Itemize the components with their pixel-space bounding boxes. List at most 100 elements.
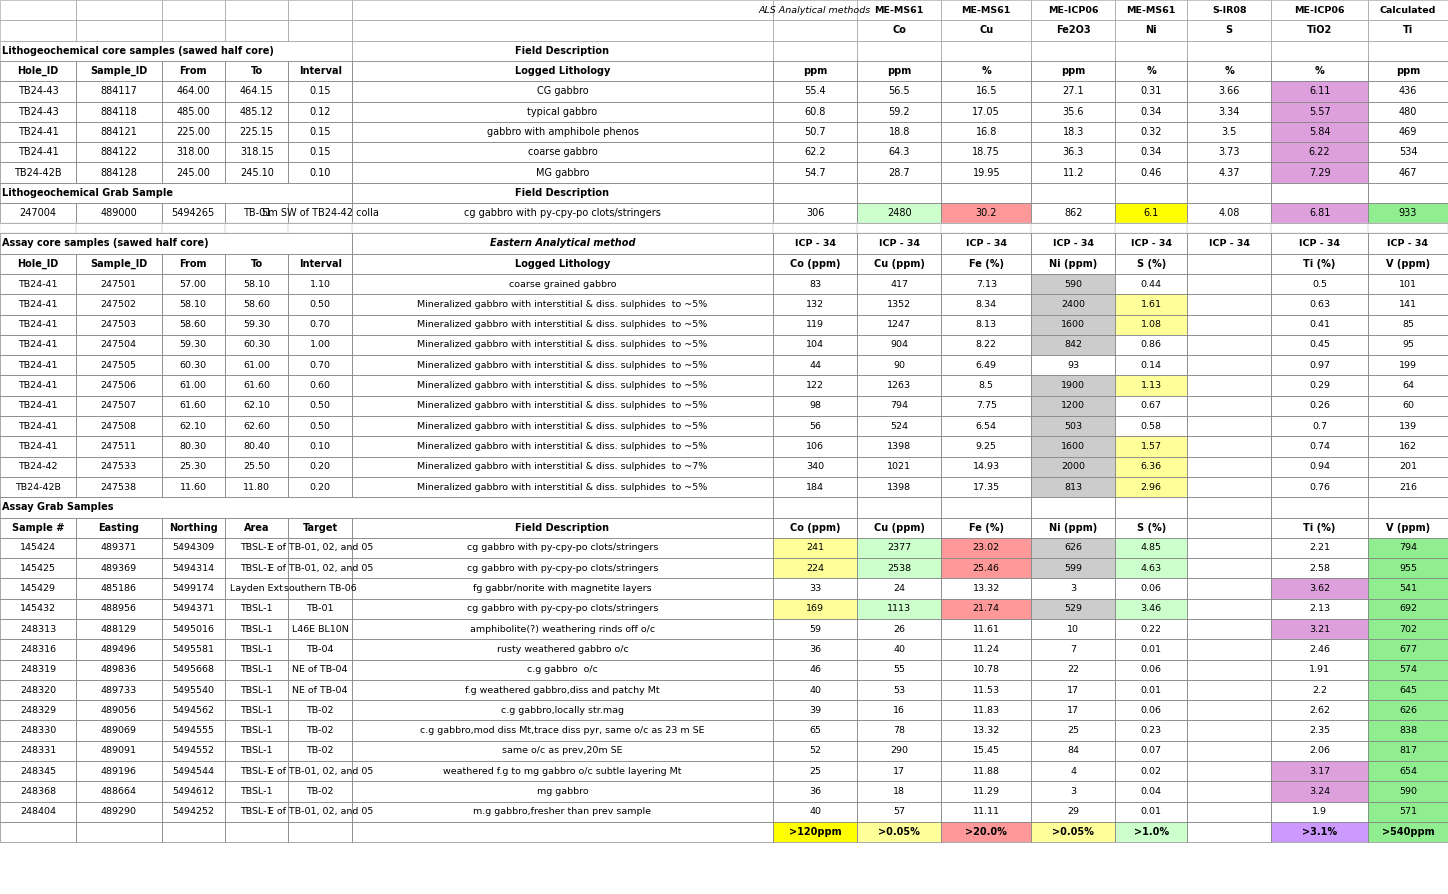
Text: 52: 52 bbox=[809, 746, 821, 755]
Bar bbox=[857, 802, 941, 822]
Text: Fe (%): Fe (%) bbox=[969, 258, 1003, 269]
Bar bbox=[224, 781, 288, 802]
Bar bbox=[1271, 639, 1368, 660]
Bar bbox=[941, 21, 1031, 40]
Text: 485186: 485186 bbox=[101, 584, 136, 593]
Text: 3.46: 3.46 bbox=[1141, 604, 1161, 613]
Text: 0.70: 0.70 bbox=[310, 361, 330, 370]
Text: cg gabbro with py-cpy-po clots/stringers: cg gabbro with py-cpy-po clots/stringers bbox=[463, 208, 660, 218]
Text: 5495540: 5495540 bbox=[172, 686, 214, 695]
Bar bbox=[941, 538, 1031, 558]
Bar bbox=[162, 315, 224, 334]
Text: NE of TB-04: NE of TB-04 bbox=[292, 665, 348, 674]
Text: TBSL-1: TBSL-1 bbox=[240, 767, 274, 776]
Text: 4: 4 bbox=[1070, 767, 1076, 776]
Bar bbox=[941, 274, 1031, 294]
Bar bbox=[941, 761, 1031, 781]
Bar bbox=[75, 518, 162, 538]
Bar bbox=[1187, 518, 1271, 538]
Bar bbox=[288, 396, 352, 416]
Text: Lithogeochemical core samples (sawed half core): Lithogeochemical core samples (sawed hal… bbox=[1, 46, 274, 55]
Bar bbox=[1031, 233, 1115, 254]
Text: 17.05: 17.05 bbox=[973, 106, 1001, 116]
Bar bbox=[75, 21, 162, 40]
Bar bbox=[1271, 142, 1368, 163]
Bar bbox=[288, 822, 352, 842]
Bar bbox=[0, 61, 75, 81]
Text: 225.15: 225.15 bbox=[240, 127, 274, 137]
Bar bbox=[1115, 254, 1187, 274]
Bar bbox=[1187, 224, 1271, 233]
Text: 33: 33 bbox=[809, 584, 821, 593]
Text: %: % bbox=[1225, 66, 1234, 76]
Text: 0.15: 0.15 bbox=[310, 127, 332, 137]
Bar bbox=[773, 761, 857, 781]
Bar bbox=[1031, 81, 1115, 102]
Bar bbox=[1271, 538, 1368, 558]
Bar bbox=[1187, 355, 1271, 375]
Bar bbox=[1368, 122, 1448, 142]
Text: 9.25: 9.25 bbox=[976, 442, 996, 451]
Bar bbox=[1031, 599, 1115, 619]
Text: cg gabbro with py-cpy-po clots/stringers: cg gabbro with py-cpy-po clots/stringers bbox=[466, 544, 659, 552]
Bar bbox=[288, 375, 352, 396]
Bar bbox=[1271, 802, 1368, 822]
Text: 11.53: 11.53 bbox=[973, 686, 999, 695]
Text: m.g gabbro,fresher than prev sample: m.g gabbro,fresher than prev sample bbox=[473, 807, 652, 816]
Text: 813: 813 bbox=[1064, 483, 1082, 492]
Text: 5494612: 5494612 bbox=[172, 787, 214, 796]
Bar bbox=[75, 700, 162, 721]
Bar bbox=[224, 315, 288, 334]
Bar bbox=[1271, 254, 1368, 274]
Bar bbox=[75, 294, 162, 315]
Bar bbox=[224, 518, 288, 538]
Text: To: To bbox=[251, 258, 262, 269]
Text: 489056: 489056 bbox=[101, 706, 136, 715]
Text: TB24-41: TB24-41 bbox=[19, 401, 58, 410]
Bar bbox=[857, 741, 941, 761]
Bar bbox=[1115, 599, 1187, 619]
Bar bbox=[352, 436, 773, 457]
Text: 248319: 248319 bbox=[20, 665, 56, 674]
Bar bbox=[1031, 761, 1115, 781]
Text: 0.46: 0.46 bbox=[1141, 167, 1161, 178]
Text: 464.00: 464.00 bbox=[177, 87, 210, 97]
Text: 6.11: 6.11 bbox=[1309, 87, 1331, 97]
Bar bbox=[1031, 700, 1115, 721]
Bar bbox=[1368, 822, 1448, 842]
Bar bbox=[1187, 578, 1271, 599]
Text: 290: 290 bbox=[891, 746, 908, 755]
Bar bbox=[75, 81, 162, 102]
Bar bbox=[1031, 578, 1115, 599]
Bar bbox=[1031, 182, 1115, 203]
Text: 8.5: 8.5 bbox=[979, 381, 993, 390]
Text: 489496: 489496 bbox=[101, 645, 136, 654]
Bar bbox=[352, 233, 773, 254]
Bar bbox=[288, 781, 352, 802]
Text: 677: 677 bbox=[1399, 645, 1418, 654]
Text: 247508: 247508 bbox=[101, 422, 136, 431]
Bar bbox=[941, 558, 1031, 578]
Bar bbox=[0, 233, 352, 254]
Bar bbox=[1368, 355, 1448, 375]
Text: 1398: 1398 bbox=[888, 483, 911, 492]
Text: 17: 17 bbox=[1067, 706, 1079, 715]
Text: 2.96: 2.96 bbox=[1141, 483, 1161, 492]
Text: 5495016: 5495016 bbox=[172, 625, 214, 634]
Bar bbox=[1271, 477, 1368, 497]
Bar bbox=[1187, 334, 1271, 355]
Text: 247501: 247501 bbox=[101, 280, 136, 289]
Text: 247533: 247533 bbox=[100, 462, 138, 471]
Text: S: S bbox=[1225, 25, 1232, 36]
Text: 3.66: 3.66 bbox=[1219, 87, 1239, 97]
Bar bbox=[352, 375, 773, 396]
Bar bbox=[1115, 457, 1187, 477]
Text: 1021: 1021 bbox=[888, 462, 911, 471]
Text: 58.10: 58.10 bbox=[243, 280, 271, 289]
Bar bbox=[1031, 274, 1115, 294]
Text: >0.05%: >0.05% bbox=[1053, 827, 1095, 837]
Text: 3: 3 bbox=[1070, 584, 1076, 593]
Bar bbox=[773, 375, 857, 396]
Text: MG gabbro: MG gabbro bbox=[536, 167, 589, 178]
Bar bbox=[288, 436, 352, 457]
